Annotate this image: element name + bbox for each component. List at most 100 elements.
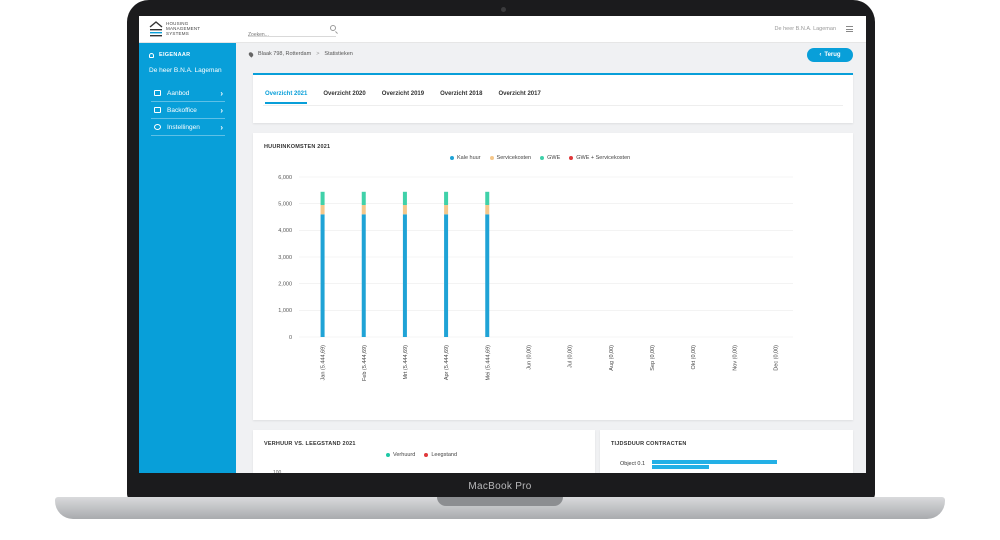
sidebar-item-label: Instellingen <box>167 123 200 131</box>
chart-legend: Kale huur Servicekosten GWE GWE + Servic… <box>450 155 630 161</box>
legend-item-leegstand[interactable]: Leegstand <box>424 452 457 458</box>
bar-segment[interactable] <box>444 205 449 215</box>
y-tick-label: 4,000 <box>278 228 292 234</box>
x-tick-label: Dec (0,00) <box>773 345 779 371</box>
search-input[interactable] <box>248 32 322 38</box>
x-tick-label: Jul (0,00) <box>568 345 574 368</box>
chevron-right-icon: › <box>220 105 223 115</box>
laptop-base <box>55 497 945 519</box>
legend-item-gwe-servicekosten[interactable]: GWE + Servicekosten <box>569 155 630 161</box>
logo-line-2: MANAGEMENT <box>166 26 201 31</box>
screen: HOUSING MANAGEMENT SYSTEMS De heer B.N.A… <box>139 16 866 473</box>
x-tick-label: Mrt (5.444,69) <box>403 345 409 380</box>
tab-overzicht-2019[interactable]: Overzicht 2019 <box>381 91 425 97</box>
tab-overzicht-2017[interactable]: Overzicht 2017 <box>498 91 541 97</box>
occupancy-y-tick: 100 <box>273 470 282 473</box>
logo-house-icon <box>149 21 163 37</box>
legend-label: Kale huur <box>457 155 481 161</box>
legend-dot <box>569 156 574 160</box>
y-tick-label: 6,000 <box>278 175 292 181</box>
bar-segment[interactable] <box>444 214 449 337</box>
legend-item-verhuurd[interactable]: Verhuurd <box>386 452 415 458</box>
bar-segment[interactable] <box>444 191 449 205</box>
y-tick-label: 2,000 <box>278 281 292 287</box>
sidebar-item-label: Backoffice <box>167 106 197 114</box>
user-icon <box>149 52 154 58</box>
income-chart-title: HUURINKOMSTEN 2021 <box>264 144 331 150</box>
header-user-name[interactable]: De heer B.N.A. Lageman <box>774 26 836 32</box>
tab-overzicht-2021[interactable]: Overzicht 2021 <box>265 91 308 104</box>
briefcase-icon <box>154 107 161 113</box>
income-bar-chart: 0 1,000 2,000 3,000 4,000 5,000 6,000 Jan (5.44… <box>278 175 793 381</box>
breadcrumb-page: Statistieken <box>324 51 353 57</box>
bar-segment[interactable] <box>320 214 325 337</box>
y-tick-label: 0 <box>289 335 292 341</box>
x-tick-label: Nov (0,00) <box>732 345 738 371</box>
sidebar-item-instellingen[interactable]: Instellingen › <box>151 119 225 136</box>
tab-overzicht-2018[interactable]: Overzicht 2018 <box>440 91 483 97</box>
legend-label: Servicekosten <box>496 155 532 161</box>
x-tick-label: Okt (0,00) <box>691 345 697 370</box>
x-tick-label: Jan (5.444,69) <box>321 345 327 381</box>
legend-item-kale-huur[interactable]: Kale huur <box>450 155 481 161</box>
hamburger-menu-icon[interactable] <box>846 26 853 32</box>
contract-bar-1[interactable] <box>652 460 777 464</box>
search-icon[interactable] <box>330 25 336 31</box>
x-tick-label: Feb (5.444,69) <box>362 345 368 381</box>
legend-label: Leegstand <box>431 452 458 458</box>
sidebar-item-aanbod[interactable]: Aanbod › <box>151 85 225 102</box>
home-icon <box>154 90 161 96</box>
x-tick-label: Jun (0,00) <box>526 345 532 370</box>
legend-dot <box>424 453 429 457</box>
sidebar-item-backoffice[interactable]: Backoffice › <box>151 102 225 119</box>
breadcrumb: Blaak 798, Rotterdam > Statistieken <box>247 50 353 58</box>
occupancy-card: VERHUUR VS. LEEGSTAND 2021 Verhuurd Leeg… <box>253 430 595 473</box>
breadcrumb-location[interactable]: Blaak 798, Rotterdam <box>258 51 312 57</box>
bar-segment[interactable] <box>320 205 325 215</box>
bar-segment[interactable] <box>485 191 490 205</box>
bar-segment[interactable] <box>361 205 366 215</box>
bar-segment[interactable] <box>402 214 407 337</box>
x-tick-label: Sep (0,00) <box>650 345 656 371</box>
tabs-divider <box>263 105 843 106</box>
legend-dot <box>489 156 494 160</box>
breadcrumb-separator: > <box>316 51 320 57</box>
back-button[interactable]: ‹ Terug <box>807 48 853 62</box>
legend-label: Verhuurd <box>393 452 416 458</box>
top-bar: HOUSING MANAGEMENT SYSTEMS De heer B.N.A… <box>139 16 866 43</box>
legend-label: GWE + Servicekosten <box>576 155 631 161</box>
logo[interactable]: HOUSING MANAGEMENT SYSTEMS <box>149 20 229 40</box>
bar-segment[interactable] <box>485 214 490 337</box>
chevron-right-icon: › <box>220 88 223 98</box>
logo-line-1: HOUSING <box>166 21 189 26</box>
search-box <box>248 23 336 38</box>
occupancy-legend: Verhuurd Leegstand <box>386 452 457 458</box>
legend-item-gwe[interactable]: GWE <box>540 155 560 161</box>
contract-bar-2[interactable] <box>652 465 709 469</box>
bar-segment[interactable] <box>402 191 407 205</box>
contracts-row-label: Object 0.1 <box>620 461 646 467</box>
sidebar-role-label: EIGENAAR <box>159 52 191 58</box>
occupancy-title: VERHUUR VS. LEEGSTAND 2021 <box>264 441 356 447</box>
sidebar-role: EIGENAAR <box>149 52 190 58</box>
bar-segment[interactable] <box>402 205 407 215</box>
contracts-title: TIJDSDUUR CONTRACTEN <box>611 441 687 447</box>
contracts-card: TIJDSDUUR CONTRACTEN Object 0.1 <box>600 430 853 473</box>
tab-overzicht-2020[interactable]: Overzicht 2020 <box>323 91 366 97</box>
gear-icon <box>154 124 161 130</box>
legend-item-servicekosten[interactable]: Servicekosten <box>489 155 532 161</box>
year-tabs: Overzicht 2021 Overzicht 2020 Overzicht … <box>265 91 557 104</box>
bar-segment[interactable] <box>320 191 325 205</box>
chevron-right-icon: › <box>220 122 223 132</box>
bar-segment[interactable] <box>361 191 366 205</box>
sidebar-nav: Aanbod › Backoffice › Instellingen › <box>151 85 225 136</box>
location-pin-icon <box>247 50 255 58</box>
sidebar-owner-name: De heer B.N.A. Lageman <box>149 67 222 74</box>
device-brand-label: MacBook Pro <box>468 481 532 492</box>
sidebar: EIGENAAR De heer B.N.A. Lageman Aanbod ›… <box>139 43 236 473</box>
x-tick-label: Mei (5.444,69) <box>485 345 491 381</box>
bar-segment[interactable] <box>361 214 366 337</box>
bar-segment[interactable] <box>485 205 490 215</box>
year-tabs-card: Overzicht 2021 Overzicht 2020 Overzicht … <box>253 73 853 123</box>
back-button-label: Terug <box>824 52 841 58</box>
